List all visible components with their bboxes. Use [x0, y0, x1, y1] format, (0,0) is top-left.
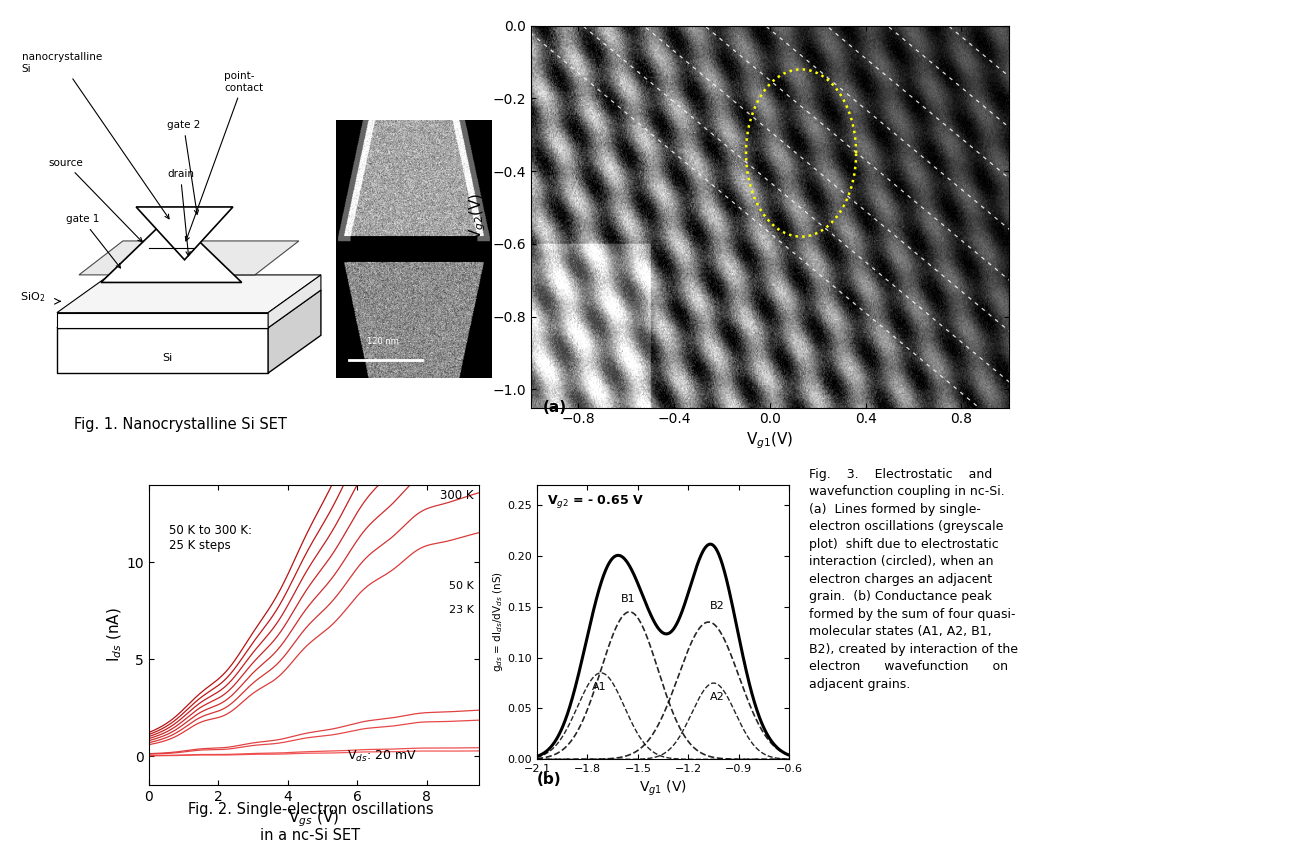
Polygon shape: [268, 290, 321, 373]
Text: 120 nm: 120 nm: [367, 337, 399, 346]
Text: A1: A1: [591, 682, 607, 692]
Text: point-
contact: point- contact: [185, 71, 263, 241]
X-axis label: V$_{g1}$ (V): V$_{g1}$ (V): [639, 778, 687, 798]
Text: 50 K to 300 K:
25 K steps: 50 K to 300 K: 25 K steps: [168, 523, 251, 552]
Text: gate 1: gate 1: [66, 214, 120, 268]
Text: 50 K: 50 K: [449, 581, 474, 591]
Text: (a): (a): [542, 401, 567, 415]
Polygon shape: [57, 275, 321, 312]
X-axis label: V$_{g1}$(V): V$_{g1}$(V): [747, 431, 793, 451]
Text: in a nc-Si SET: in a nc-Si SET: [260, 828, 361, 843]
Text: B2: B2: [709, 601, 725, 611]
Y-axis label: V$_{g2}$(V): V$_{g2}$(V): [467, 193, 488, 240]
Y-axis label: I$_{ds}$ (nA): I$_{ds}$ (nA): [105, 607, 123, 662]
Text: (b): (b): [537, 772, 562, 787]
Polygon shape: [79, 241, 299, 275]
Text: Fig.    3.    Electrostatic    and
wavefunction coupling in nc-Si.
(a)  Lines fo: Fig. 3. Electrostatic and wavefunction c…: [809, 468, 1018, 691]
Polygon shape: [57, 312, 268, 328]
Text: gate 2: gate 2: [167, 120, 201, 214]
Text: source: source: [48, 158, 142, 242]
Text: V$_{ds}$: 20 mV: V$_{ds}$: 20 mV: [347, 749, 417, 764]
Text: SiO$_2$: SiO$_2$: [19, 291, 45, 305]
Text: 300 K: 300 K: [440, 489, 474, 502]
Text: B1: B1: [621, 594, 635, 604]
Polygon shape: [268, 275, 321, 328]
X-axis label: V$_{gs}$ (V): V$_{gs}$ (V): [289, 808, 339, 829]
Text: 23 K: 23 K: [449, 605, 474, 615]
Polygon shape: [57, 328, 268, 373]
Text: drain: drain: [167, 169, 194, 256]
Text: Fig. 1. Nanocrystalline Si SET: Fig. 1. Nanocrystalline Si SET: [74, 417, 287, 432]
Text: Fig. 2. Single-electron oscillations: Fig. 2. Single-electron oscillations: [188, 802, 433, 817]
Text: nanocrystalline
Si: nanocrystalline Si: [22, 52, 170, 219]
Text: V$_{g2}$ = - 0.65 V: V$_{g2}$ = - 0.65 V: [547, 493, 644, 510]
Polygon shape: [101, 214, 242, 282]
Text: Si: Si: [162, 353, 172, 363]
Polygon shape: [57, 290, 321, 328]
Polygon shape: [136, 207, 233, 260]
Text: A2: A2: [709, 692, 725, 703]
Y-axis label: g$_{ds}$ = dI$_{ds}$/dV$_{ds}$ (nS): g$_{ds}$ = dI$_{ds}$/dV$_{ds}$ (nS): [490, 571, 505, 673]
